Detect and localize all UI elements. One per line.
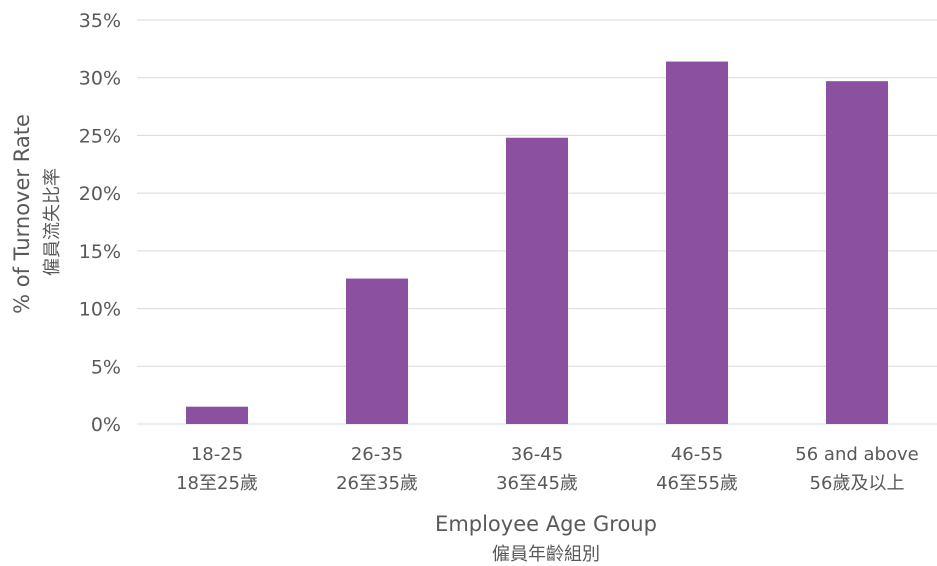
bar <box>666 61 728 424</box>
x-axis-title: Employee Age Group <box>435 512 657 536</box>
bars <box>186 61 888 425</box>
x-category-label: 26-35 <box>351 444 403 465</box>
x-category-label-zh: 18至25歲 <box>176 473 258 494</box>
y-tick-label: 0% <box>91 414 121 436</box>
x-category-label: 56 and above <box>795 444 918 465</box>
y-tick-label: 35% <box>79 10 121 32</box>
y-tick-label: 20% <box>79 183 121 205</box>
y-axis-title: % of Turnover Rate <box>10 114 34 314</box>
y-tick-label: 30% <box>79 68 121 90</box>
x-category-label-zh: 46至55歲 <box>656 473 738 494</box>
y-tick-label: 10% <box>79 299 121 321</box>
y-tick-label: 5% <box>91 356 121 378</box>
bar <box>186 406 248 424</box>
bar <box>826 81 888 425</box>
x-category-label: 46-55 <box>671 444 723 465</box>
x-category-label-zh: 56歲及以上 <box>810 473 905 494</box>
x-category-label: 18-25 <box>191 444 243 465</box>
bar <box>506 137 568 425</box>
x-category-label-zh: 36至45歲 <box>496 473 578 494</box>
y-axis-title-zh: 僱員流失比率 <box>42 168 63 276</box>
y-tick-label: 15% <box>79 241 121 263</box>
x-category-label-zh: 26至35歲 <box>336 473 418 494</box>
y-tick-label: 25% <box>79 125 121 147</box>
x-category-label: 36-45 <box>511 444 563 465</box>
x-axis-title-zh: 僱員年齡組別 <box>492 544 600 565</box>
bar <box>346 278 408 424</box>
x-axis-category-labels: 18-25 18至25歲 26-35 26至35歲 36-45 36至45歲 46-55 46… <box>176 444 919 494</box>
y-axis-tick-labels: 0% 5% 10% 15% 20% 25% 30% 35% <box>79 10 121 436</box>
